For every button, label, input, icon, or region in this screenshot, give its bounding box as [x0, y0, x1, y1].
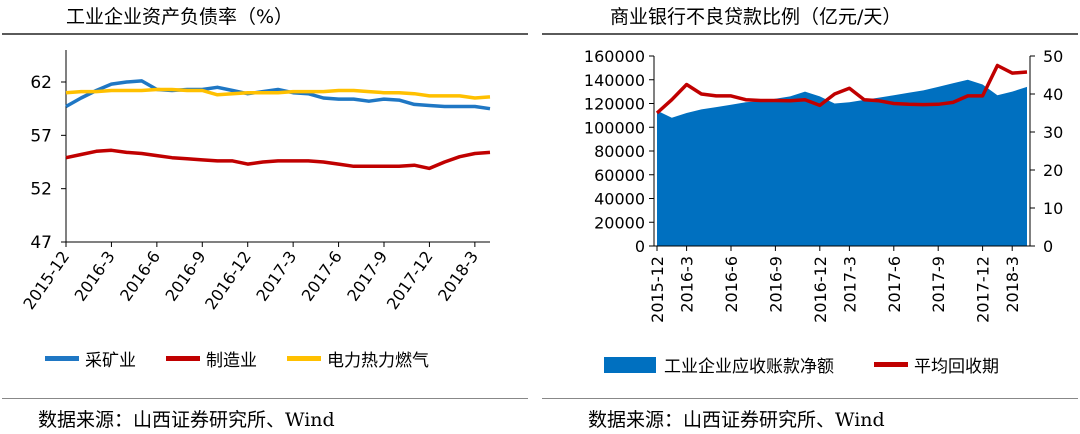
left-chart-title: 工业企业资产负债率（%） [66, 6, 294, 28]
left-chart: 47 52 57 62 2015-122016-32016-62016-92016-12… [19, 50, 491, 313]
left-x-tick-label: 2016-9 [161, 247, 209, 304]
left-y-tick-label: 62 [30, 73, 52, 93]
right-x-tick-label: 2015-12 [648, 256, 667, 323]
legend-swatch-manufacturing [166, 356, 200, 361]
left-x-tick-label: 2016-12 [201, 247, 255, 313]
right-title-rule [542, 33, 1078, 35]
right-y-tick-label: 40000 [594, 190, 645, 209]
right-panel: 商业银行不良贷款比例（亿元/天） 0 20000 40000 60000 80000 10… [540, 0, 1080, 434]
left-x-tick-label: 2016-6 [116, 247, 164, 304]
right-x-tick-label: 2017-9 [929, 256, 948, 313]
legend-label-manufacturing: 制造业 [206, 351, 257, 371]
right-y2-tick-label: 10 [1043, 199, 1063, 218]
right-area-receivables [657, 79, 1027, 246]
right-source-note: 数据来源：山西证券研究所、Wind [588, 409, 885, 431]
right-chart-title: 商业银行不良贷款比例（亿元/天） [610, 6, 902, 28]
legend-label-collection-period: 平均回收期 [914, 357, 999, 377]
right-y2-tick-label: 30 [1043, 123, 1063, 142]
left-x-tick-label: 2017-9 [343, 247, 391, 304]
right-y2-tick-label: 20 [1043, 161, 1063, 180]
right-x-tick-label: 2016-9 [766, 256, 785, 313]
legend-item-utilities: 电力热力燃气 [287, 346, 429, 371]
left-panel: 工业企业资产负债率（%） 47 52 57 62 2015-12 2016-3 2016-6… [0, 0, 530, 434]
left-bottom-rule [2, 398, 528, 399]
right-y-tick-label: 140000 [584, 71, 645, 90]
right-y-tick-label: 20000 [594, 213, 645, 232]
right-chart: 0 20000 40000 60000 80000 100000 120000 140000 1… [584, 47, 1063, 323]
legend-swatch-mining [45, 356, 79, 361]
right-legend: 工业企业应收账款净额 平均回收期 [604, 352, 999, 377]
left-x-tick-label: 2015-12 [19, 247, 73, 313]
legend-label-utilities: 电力热力燃气 [327, 351, 429, 371]
left-x-tick-label: 2016-3 [71, 247, 119, 304]
legend-label-receivables: 工业企业应收账款净额 [664, 357, 834, 377]
right-x-tick-label: 2017-3 [840, 256, 859, 313]
left-x-tick-label: 2017-3 [252, 247, 300, 304]
right-y-tick-label: 60000 [594, 166, 645, 185]
left-title-rule [2, 33, 528, 35]
right-x-tick-label: 2018-3 [1003, 256, 1022, 313]
left-y-tick-label: 47 [30, 233, 52, 253]
right-x-tick-label: 2016-12 [811, 256, 830, 323]
left-y-tick-label: 57 [30, 126, 52, 146]
legend-swatch-utilities [287, 356, 321, 361]
right-x-tick-label: 2017-12 [974, 256, 993, 323]
legend-item-mining: 采矿业 [45, 346, 136, 371]
right-y2-tick-label: 50 [1043, 47, 1063, 66]
right-bottom-rule [542, 398, 1078, 399]
right-y-tick-label: 100000 [584, 118, 645, 137]
right-x-tick-label: 2016-6 [722, 256, 741, 313]
legend-item-receivables: 工业企业应收账款净额 [604, 352, 834, 377]
right-x-tick-label: 2016-3 [678, 256, 697, 313]
legend-swatch-receivables [604, 356, 656, 373]
left-x-tick-label: 2018-3 [434, 247, 482, 304]
left-y-tick-label: 52 [30, 180, 52, 200]
left-x-tick-label: 2017-12 [383, 247, 437, 313]
right-y2-tick-label: 40 [1043, 85, 1063, 104]
legend-label-mining: 采矿业 [85, 351, 136, 371]
legend-item-collection-period: 平均回收期 [874, 352, 999, 377]
right-series-collection-period [655, 63, 1028, 115]
left-legend: 采矿业 制造业 电力热力燃气 [45, 346, 429, 371]
left-series-line-1 [65, 148, 491, 171]
left-series-line-0 [65, 79, 491, 111]
left-series-line-2 [65, 87, 491, 100]
right-y-tick-label: 120000 [584, 95, 645, 114]
legend-swatch-collection-period [874, 362, 908, 367]
right-y-tick-label: 80000 [594, 142, 645, 161]
left-x-tick-label: 2017-6 [298, 247, 346, 304]
legend-item-manufacturing: 制造业 [166, 346, 257, 371]
right-y2-tick-label: 0 [1043, 237, 1053, 256]
left-source-note: 数据来源：山西证券研究所、Wind [38, 409, 335, 431]
right-y-tick-label: 160000 [584, 47, 645, 66]
right-x-tick-label: 2017-6 [885, 256, 904, 313]
right-y-tick-label: 0 [635, 237, 645, 256]
